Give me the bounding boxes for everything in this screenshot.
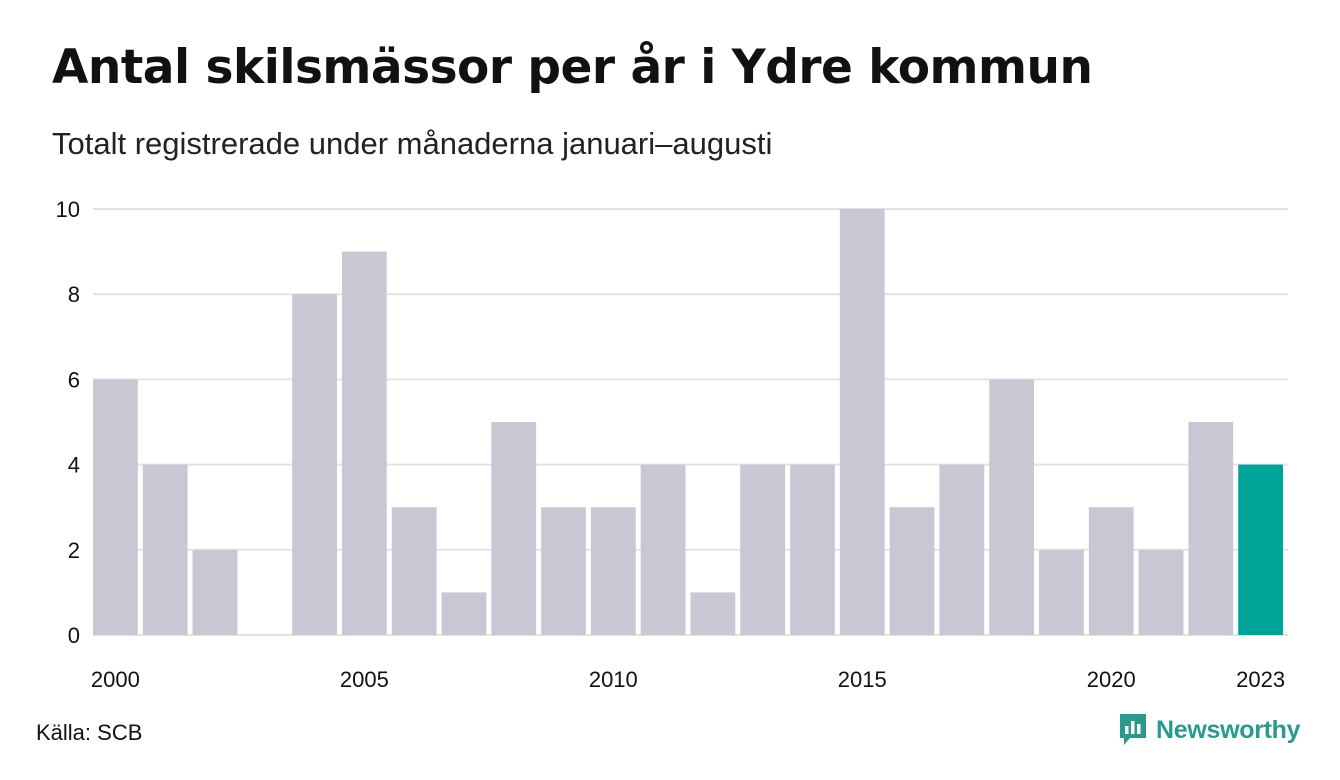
bar [1188, 422, 1234, 635]
bar [93, 379, 138, 635]
x-tick-label: 2015 [838, 667, 887, 692]
y-tick-label: 8 [68, 282, 80, 307]
bar-highlight [1238, 464, 1283, 635]
chart-subtitle: Totalt registrerade under månaderna janu… [52, 126, 773, 161]
y-tick-label: 2 [68, 538, 80, 563]
bar [989, 379, 1035, 635]
bar [740, 464, 786, 635]
newsworthy-logo-icon [1120, 714, 1146, 745]
bar [491, 422, 537, 635]
bar [640, 464, 686, 635]
bar [939, 464, 985, 635]
y-tick-label: 4 [68, 453, 80, 478]
bar [341, 251, 387, 635]
bar [1039, 549, 1084, 635]
bar [142, 464, 188, 635]
bar [790, 464, 835, 635]
x-tick-label: 2023 [1236, 667, 1285, 692]
bar [1138, 549, 1184, 635]
newsworthy-logo: Newsworthy [1118, 712, 1301, 748]
y-tick-label: 6 [68, 367, 80, 392]
x-tick-label: 2005 [340, 667, 389, 692]
bar [839, 209, 885, 635]
bar [541, 507, 586, 635]
x-tick-label: 2020 [1087, 667, 1136, 692]
bar [1088, 507, 1134, 635]
bar [192, 549, 238, 635]
bar [391, 507, 437, 635]
bar [590, 507, 636, 635]
bar [690, 592, 736, 635]
bar-chart: 0 2 4 6 8 10 2000 2005 2010 2015 2020 2023 [56, 197, 1288, 692]
x-tick-label: 2000 [91, 667, 140, 692]
bar [889, 507, 935, 635]
chart-title: Antal skilsmässor per år i Ydre kommun [52, 40, 1093, 95]
bar [292, 294, 337, 635]
x-tick-label: 2010 [589, 667, 638, 692]
y-tick-label: 0 [68, 623, 80, 648]
source-note: Källa: SCB [36, 720, 143, 745]
brand-name: Newsworthy [1156, 715, 1301, 744]
y-tick-label: 10 [56, 197, 80, 222]
bar [441, 592, 487, 635]
